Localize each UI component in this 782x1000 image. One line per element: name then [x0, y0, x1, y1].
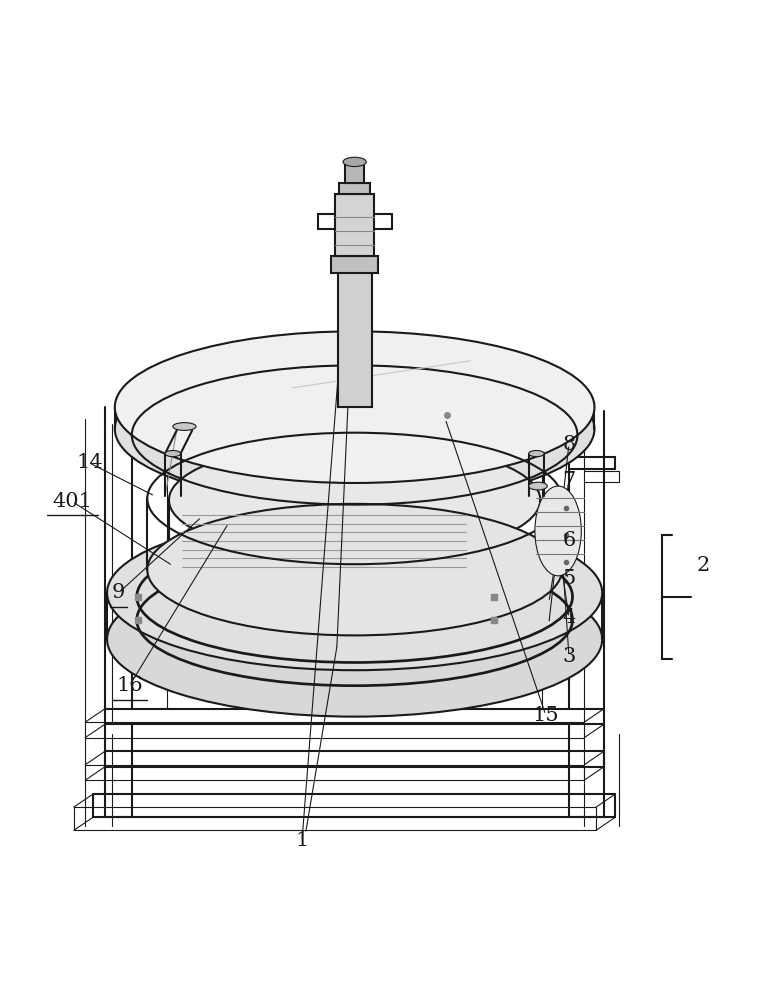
Bar: [338, 272, 371, 407]
Text: 7: 7: [562, 471, 576, 490]
Ellipse shape: [343, 157, 366, 167]
Ellipse shape: [165, 450, 181, 457]
Text: 3: 3: [562, 647, 576, 666]
Text: 6: 6: [562, 531, 576, 550]
Ellipse shape: [147, 504, 562, 635]
Bar: [332, 256, 378, 273]
Ellipse shape: [107, 515, 602, 670]
Ellipse shape: [529, 482, 547, 490]
Text: 2: 2: [697, 556, 710, 575]
Text: 8: 8: [562, 435, 576, 454]
Bar: [346, 163, 364, 183]
Text: 5: 5: [562, 569, 576, 588]
Ellipse shape: [115, 353, 594, 505]
Bar: [335, 194, 374, 256]
Ellipse shape: [173, 423, 196, 430]
Text: 15: 15: [533, 706, 559, 725]
Ellipse shape: [107, 562, 602, 717]
Ellipse shape: [169, 441, 540, 559]
Text: 14: 14: [76, 453, 102, 472]
Text: 401: 401: [52, 492, 92, 511]
Text: 4: 4: [562, 608, 576, 627]
Bar: [339, 183, 370, 194]
Ellipse shape: [529, 450, 544, 457]
Text: 1: 1: [296, 831, 309, 850]
Text: 9: 9: [112, 583, 125, 602]
Ellipse shape: [535, 486, 581, 576]
Text: 16: 16: [117, 676, 143, 695]
Ellipse shape: [169, 503, 540, 621]
Ellipse shape: [115, 331, 594, 483]
